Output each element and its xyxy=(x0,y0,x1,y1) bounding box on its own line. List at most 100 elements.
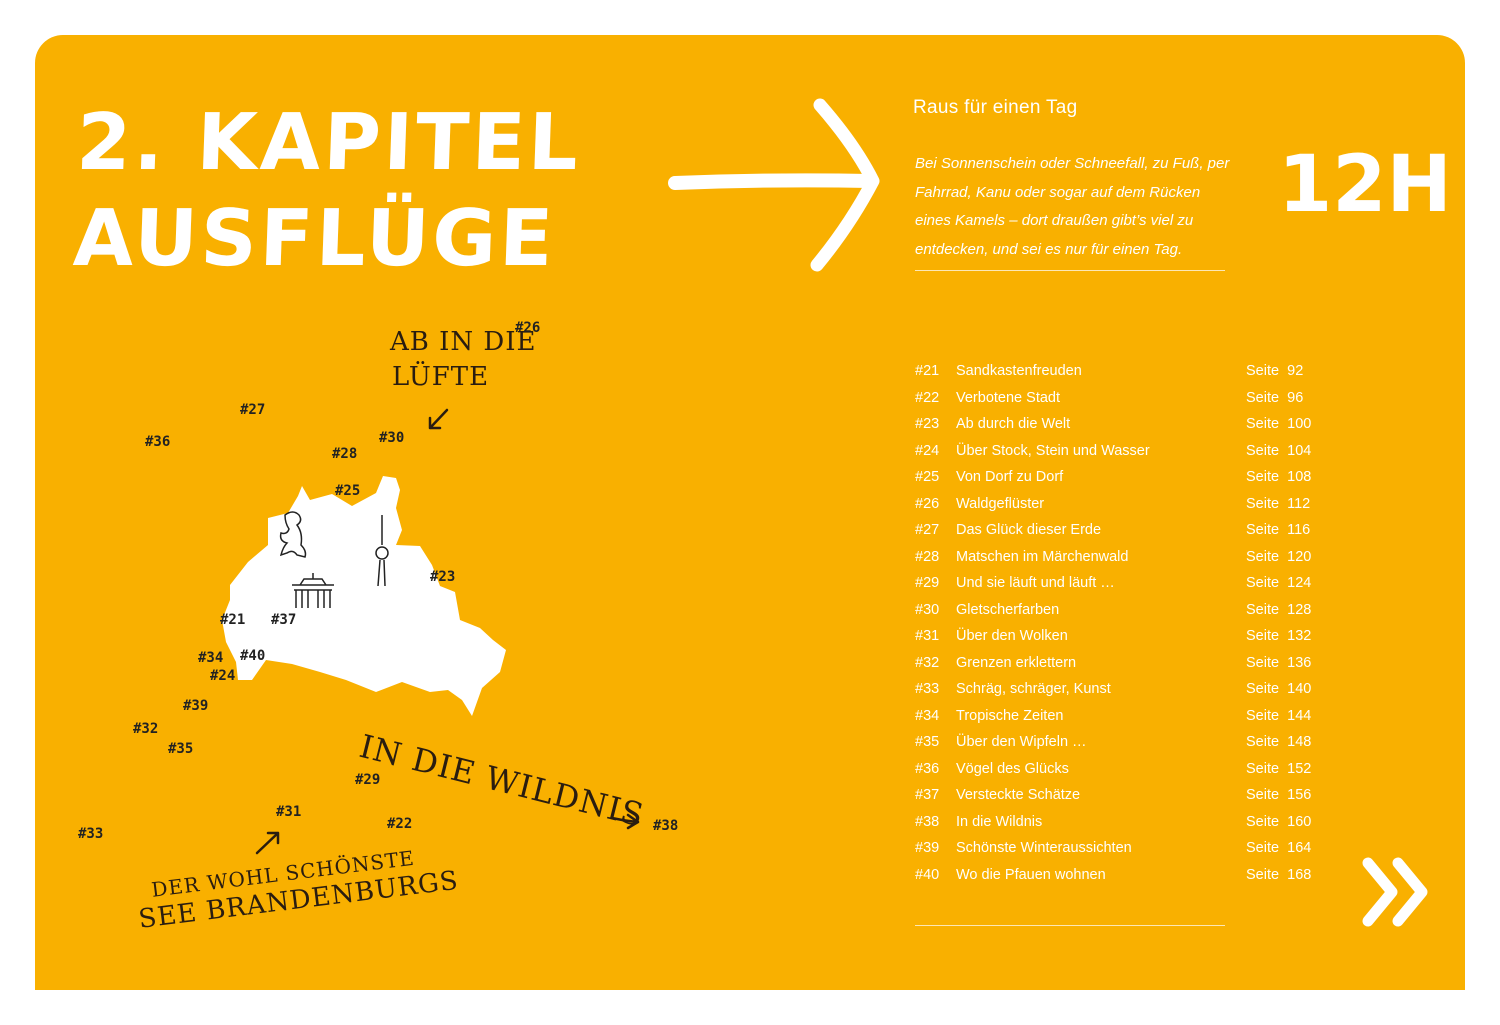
toc-title: Wo die Pfauen wohnen xyxy=(956,866,1106,883)
toc-row[interactable]: #21 Sandkastenfreuden Seite 92 xyxy=(915,358,1315,385)
toc-number: #39 xyxy=(915,840,940,857)
map-marker[interactable]: #30 xyxy=(379,430,405,446)
page-label: Seite xyxy=(1246,601,1280,618)
berlin-bear-icon xyxy=(279,511,307,558)
page-label: Seite xyxy=(1246,522,1280,539)
page-number: 152 xyxy=(1287,760,1312,777)
map-marker[interactable]: #24 xyxy=(210,668,236,684)
map-marker[interactable]: #29 xyxy=(355,772,381,788)
toc-title: Tropische Zeiten xyxy=(956,707,1064,724)
chapter-page xyxy=(35,35,1465,990)
section-subtitle: Raus für einen Tag xyxy=(913,97,1078,118)
toc-row[interactable]: #30 Gletscherfarben Seite 128 xyxy=(915,597,1315,624)
map-marker[interactable]: #25 xyxy=(335,483,361,499)
map-marker[interactable]: #39 xyxy=(183,698,209,714)
page-number: 140 xyxy=(1287,681,1312,698)
map-marker[interactable]: #33 xyxy=(78,826,104,842)
page-number: 132 xyxy=(1287,628,1312,645)
toc-row[interactable]: #33 Schräg, schräger, Kunst Seite 140 xyxy=(915,676,1315,703)
toc-row[interactable]: #39 Schönste Winteraussichten Seite 164 xyxy=(915,835,1315,862)
arrow-down-left-icon xyxy=(428,408,449,430)
map-marker[interactable]: #27 xyxy=(240,402,266,418)
toc-row[interactable]: #24 Über Stock, Stein und Wasser Seite 104 xyxy=(915,438,1315,465)
map-marker[interactable]: #37 xyxy=(271,612,297,628)
toc-row[interactable]: #28 Matschen im Märchenwald Seite 120 xyxy=(915,544,1315,571)
page-label: Seite xyxy=(1246,734,1280,751)
toc-number: #29 xyxy=(915,575,940,592)
page-number: 92 xyxy=(1287,363,1304,380)
page-label: Seite xyxy=(1246,363,1280,380)
callout-air: AB IN DIE xyxy=(390,327,537,357)
map-marker[interactable]: #21 xyxy=(220,612,246,628)
toc-number: #34 xyxy=(915,707,940,724)
toc-page: Seite 128 xyxy=(1246,602,1311,618)
toc-title: Schönste Winteraussichten xyxy=(956,840,1132,857)
map-marker[interactable]: #23 xyxy=(430,569,456,585)
page-label: Seite xyxy=(1246,442,1280,459)
toc-title: Schräg, schräger, Kunst xyxy=(956,681,1111,698)
toc-number: #31 xyxy=(915,628,940,645)
toc-number: #30 xyxy=(915,601,940,618)
toc-title: Über den Wolken xyxy=(956,628,1068,645)
toc-page: Seite 100 xyxy=(1246,416,1311,432)
map-marker[interactable]: #38 xyxy=(653,818,679,834)
toc-page: Seite 148 xyxy=(1246,734,1311,750)
toc-number: #25 xyxy=(915,469,940,486)
page-number: 100 xyxy=(1287,416,1312,433)
toc-row[interactable]: #23 Ab durch die Welt Seite 100 xyxy=(915,411,1315,438)
page-label: Seite xyxy=(1246,866,1280,883)
double-chevron-right-icon[interactable] xyxy=(1358,855,1438,930)
toc-page: Seite 108 xyxy=(1246,469,1311,485)
toc-row[interactable]: #27 Das Glück dieser Erde Seite 116 xyxy=(915,517,1315,544)
page-number: 160 xyxy=(1287,813,1312,830)
toc-number: #32 xyxy=(915,654,940,671)
map-marker[interactable]: #34 xyxy=(198,650,224,666)
toc-number: #23 xyxy=(915,416,940,433)
page-label: Seite xyxy=(1246,707,1280,724)
page-number: 164 xyxy=(1287,840,1312,857)
map-marker[interactable]: #36 xyxy=(145,434,171,450)
toc-title: Versteckte Schätze xyxy=(956,787,1081,804)
toc-row[interactable]: #35 Über den Wipfeln … Seite 148 xyxy=(915,729,1315,756)
toc-number: #33 xyxy=(915,681,940,698)
map-marker[interactable]: #40 xyxy=(240,648,266,664)
toc-row[interactable]: #38 In die Wildnis Seite 160 xyxy=(915,809,1315,836)
toc-row[interactable]: #26 Waldgeflüster Seite 112 xyxy=(915,491,1315,518)
page-label: Seite xyxy=(1246,840,1280,857)
toc-number: #22 xyxy=(915,389,940,406)
toc-row[interactable]: #34 Tropische Zeiten Seite 144 xyxy=(915,703,1315,730)
toc-title: Verbotene Stadt xyxy=(956,389,1060,406)
page-label: Seite xyxy=(1246,495,1280,512)
map-marker[interactable]: #35 xyxy=(168,741,194,757)
map-marker[interactable]: #31 xyxy=(276,804,302,820)
toc-row[interactable]: #25 Von Dorf zu Dorf Seite 108 xyxy=(915,464,1315,491)
toc-title: Gletscherfarben xyxy=(956,601,1060,618)
toc-number: #28 xyxy=(915,548,940,565)
map-marker[interactable]: #28 xyxy=(332,446,358,462)
toc-row[interactable]: #37 Versteckte Schätze Seite 156 xyxy=(915,782,1315,809)
toc-page: Seite 132 xyxy=(1246,628,1311,644)
map-marker[interactable]: #22 xyxy=(387,816,413,832)
toc-row[interactable]: #36 Vögel des Glücks Seite 152 xyxy=(915,756,1315,783)
toc-page: Seite 124 xyxy=(1246,575,1311,591)
toc-page: Seite 120 xyxy=(1246,549,1311,565)
toc-title: Und sie läuft und läuft … xyxy=(956,575,1115,592)
toc-row[interactable]: #22 Verbotene Stadt Seite 96 xyxy=(915,385,1315,412)
map-marker[interactable]: #26 xyxy=(515,320,541,336)
toc-title: Über den Wipfeln … xyxy=(956,734,1087,751)
toc-row[interactable]: #29 Und sie läuft und läuft … Seite 124 xyxy=(915,570,1315,597)
map-marker[interactable]: #32 xyxy=(133,721,159,737)
toc-title: Ab durch die Welt xyxy=(956,416,1071,433)
toc-title: Das Glück dieser Erde xyxy=(956,522,1102,539)
toc-page: Seite 144 xyxy=(1246,708,1311,724)
toc-page: Seite 152 xyxy=(1246,761,1311,777)
toc-row[interactable]: #32 Grenzen erklettern Seite 136 xyxy=(915,650,1315,677)
page-label: Seite xyxy=(1246,389,1280,406)
toc-row[interactable]: #40 Wo die Pfauen wohnen Seite 168 xyxy=(915,862,1315,889)
page-number: 128 xyxy=(1287,601,1312,618)
page-number: 104 xyxy=(1287,442,1312,459)
page-label: Seite xyxy=(1246,813,1280,830)
toc-page: Seite 112 xyxy=(1246,496,1310,512)
toc-row[interactable]: #31 Über den Wolken Seite 132 xyxy=(915,623,1315,650)
tv-tower-icon xyxy=(375,515,389,587)
